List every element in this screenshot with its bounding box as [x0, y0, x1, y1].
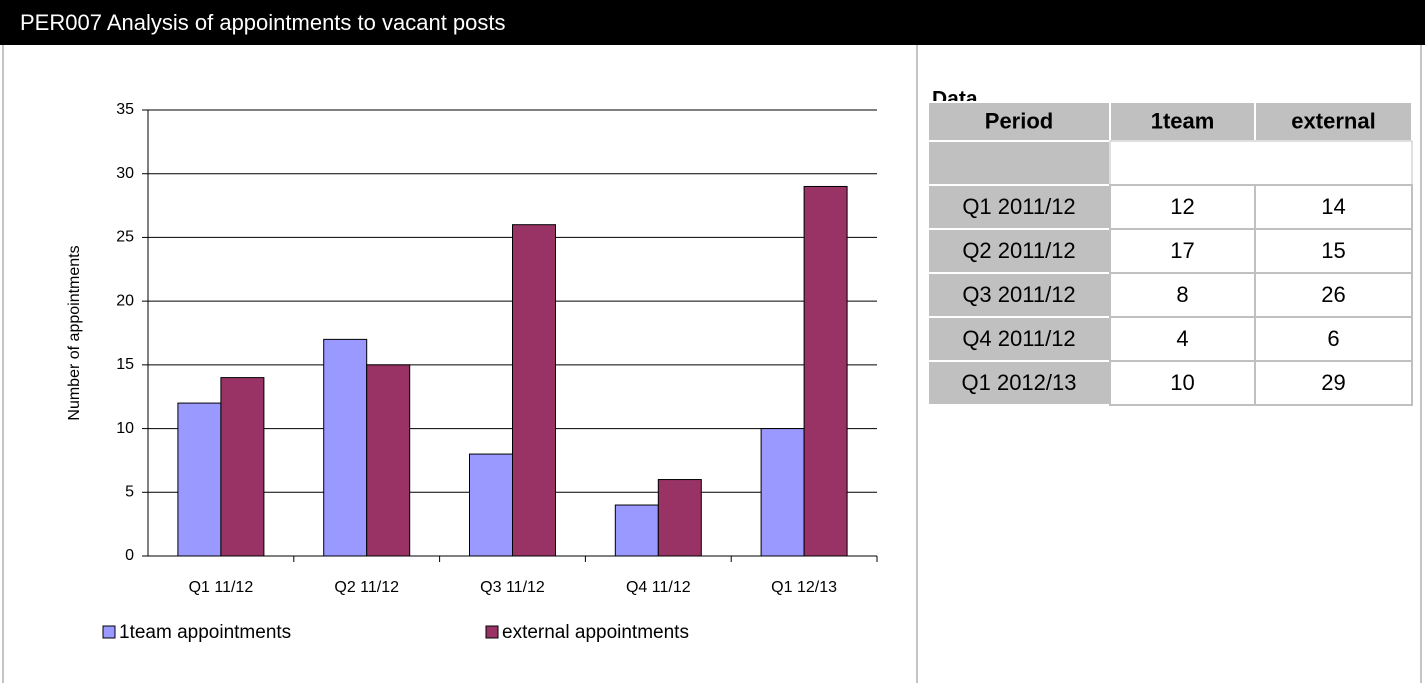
row-header: Q4 2011/12 — [962, 326, 1075, 351]
table-cell — [1109, 272, 1256, 318]
bar — [760, 428, 805, 557]
bar — [323, 338, 368, 557]
y-tick-label: 25 — [116, 229, 134, 246]
table-cell — [1254, 228, 1413, 274]
y-tick-label: 35 — [116, 101, 134, 118]
table-cell — [1109, 101, 1256, 142]
y-tick-label: 5 — [125, 484, 134, 501]
table-value: 12 — [1170, 194, 1194, 219]
table-cell — [927, 360, 1111, 406]
y-tick-label: 10 — [116, 420, 134, 437]
bar — [512, 224, 556, 557]
table-value: 15 — [1321, 238, 1345, 263]
x-tick-label: Q1 11/12 — [189, 579, 254, 596]
y-tick-label: 30 — [116, 165, 134, 182]
table-value: 6 — [1327, 326, 1339, 351]
y-tick-label: 0 — [125, 547, 134, 564]
table-cell — [1254, 184, 1413, 230]
y-tick-label: 15 — [116, 356, 134, 373]
table-cell — [1254, 272, 1413, 318]
header-bar — [0, 0, 1425, 45]
column-header: Period — [985, 108, 1053, 133]
y-tick-label: 20 — [116, 292, 134, 309]
table-cell — [927, 272, 1111, 318]
table-cell — [927, 316, 1111, 362]
table-value: 17 — [1170, 238, 1194, 263]
table-cell — [1254, 101, 1413, 142]
legend-swatch — [485, 625, 499, 639]
column-header: 1team — [1151, 108, 1215, 133]
bar — [469, 453, 513, 557]
row-header: Q1 2011/12 — [962, 194, 1075, 219]
x-tick-label: Q4 11/12 — [626, 579, 691, 596]
table-cell — [927, 184, 1111, 230]
table-cell — [1109, 360, 1256, 406]
page-title: PER007 Analysis of appointments to vacan… — [20, 10, 506, 35]
bar — [614, 504, 659, 557]
y-axis-label: Number of appointments — [66, 245, 83, 420]
legend-swatch — [102, 625, 116, 639]
row-header: Q3 2011/12 — [962, 282, 1075, 307]
bar — [366, 364, 411, 557]
row-header: Q1 2012/13 — [962, 370, 1077, 395]
legend-label: external appointments — [502, 622, 689, 643]
bar — [803, 185, 848, 557]
blank-cell — [1109, 140, 1413, 186]
bar — [177, 402, 222, 557]
table-cell — [1254, 360, 1413, 406]
table-value: 10 — [1170, 370, 1194, 395]
table-value: 26 — [1321, 282, 1345, 307]
row-header: Q2 2011/12 — [962, 238, 1075, 263]
legend-label: 1team appointments — [119, 622, 291, 643]
x-tick-label: Q1 12/13 — [771, 579, 837, 596]
table-value: 8 — [1176, 282, 1188, 307]
bar — [657, 479, 702, 557]
column-header: external — [1291, 108, 1375, 133]
table-value: 4 — [1176, 326, 1188, 351]
table-cell — [927, 140, 1111, 186]
table-cell — [1109, 228, 1256, 274]
table-value: 29 — [1321, 370, 1345, 395]
bar — [220, 377, 265, 557]
x-tick-label: Q3 11/12 — [480, 579, 545, 596]
table-value: 14 — [1321, 194, 1345, 219]
x-tick-label: Q2 11/12 — [334, 579, 399, 596]
